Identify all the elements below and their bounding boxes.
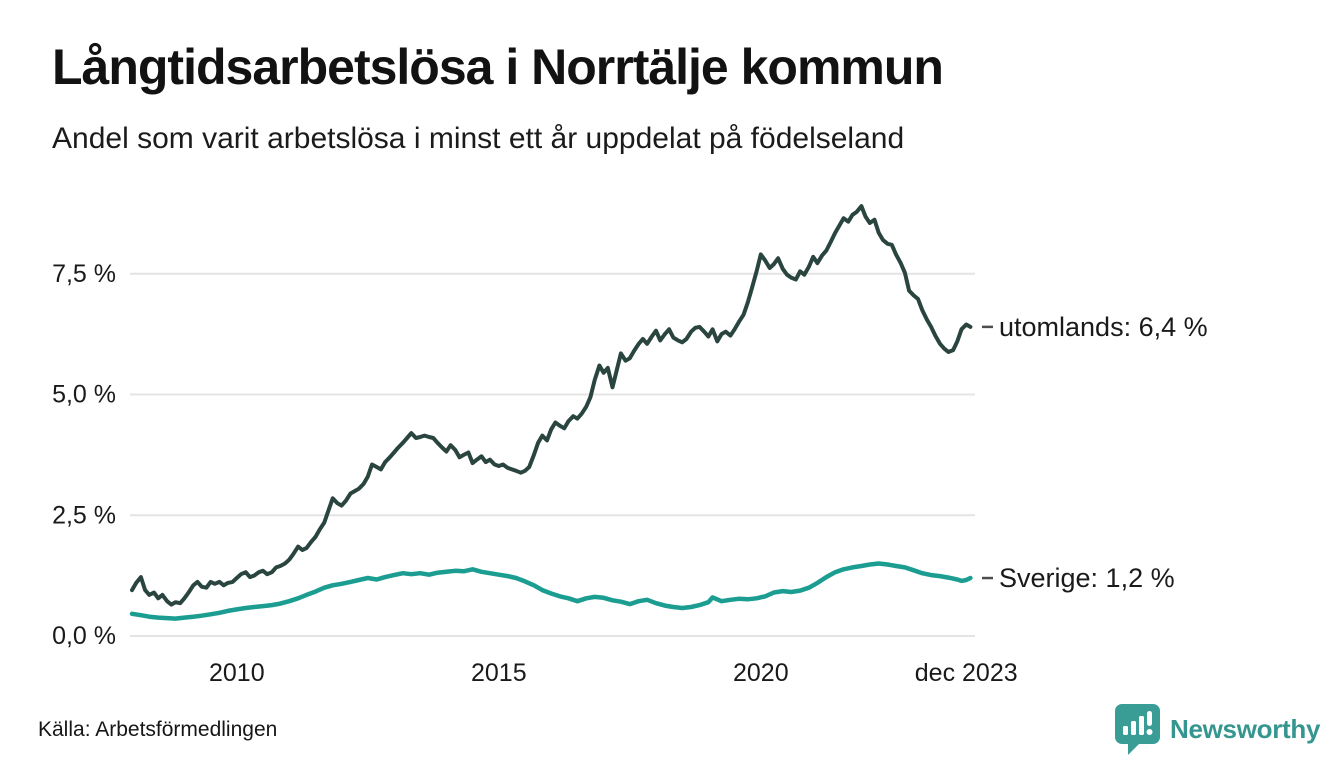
newsworthy-logo-icon — [1115, 704, 1160, 755]
page-title: Långtidsarbetslösa i Norrtälje kommun — [52, 39, 944, 95]
series-end-label-utomlands: utomlands: 6,4 % — [999, 312, 1208, 342]
bar-chart-bar-3 — [1139, 716, 1144, 735]
x-axis-tick-label: dec 2023 — [915, 659, 1018, 687]
speech-bubble-shape — [1115, 704, 1160, 755]
source-note: Källa: Arbetsförmedlingen — [38, 718, 278, 741]
y-axis-tick-label: 0,0 % — [52, 622, 116, 650]
exclamation-mark-stem — [1147, 711, 1152, 726]
newsworthy-logo: Newsworthy — [1114, 703, 1320, 755]
y-axis-tick-label: 2,5 % — [52, 501, 116, 529]
exclamation-mark-dot — [1146, 729, 1153, 735]
bar-chart-bar-2 — [1131, 721, 1136, 735]
series-end-label-Sverige: Sverige: 1,2 % — [999, 563, 1175, 593]
x-axis-tick-label: 2015 — [471, 659, 527, 687]
series-line-Sverige — [129, 561, 973, 621]
series-line-utomlands — [130, 204, 973, 607]
x-axis-tick-label: 2010 — [209, 659, 265, 687]
newsworthy-logo-text: Newsworthy — [1170, 713, 1321, 744]
y-axis-tick-label: 7,5 % — [52, 260, 116, 288]
x-axis-tick-label: 2020 — [733, 659, 789, 687]
y-axis-tick-label: 5,0 % — [52, 381, 116, 409]
bar-chart-bar-1 — [1123, 726, 1128, 735]
page-subtitle: Andel som varit arbetslösa i minst ett å… — [52, 122, 905, 155]
